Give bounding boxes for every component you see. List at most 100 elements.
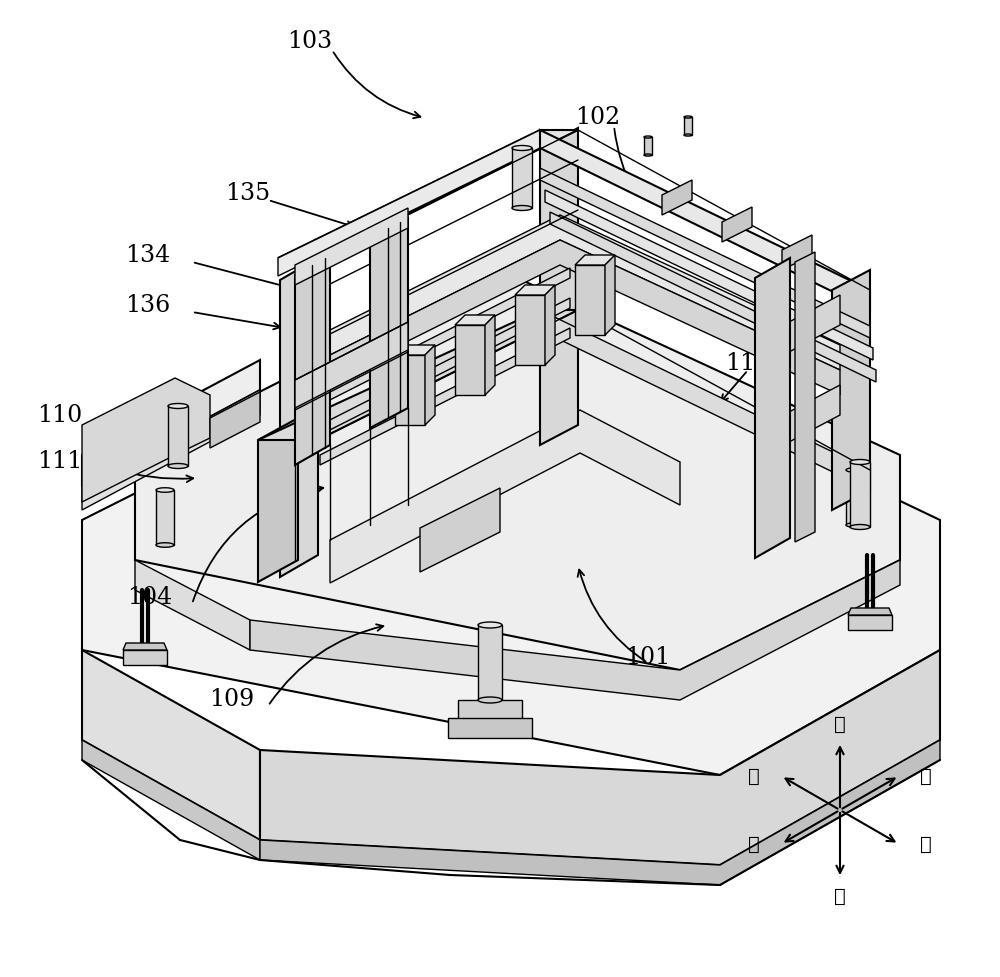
Polygon shape (370, 218, 408, 428)
Polygon shape (540, 130, 870, 310)
Polygon shape (722, 207, 752, 242)
Polygon shape (540, 310, 870, 490)
Polygon shape (515, 285, 555, 295)
Polygon shape (662, 180, 692, 215)
Polygon shape (605, 255, 615, 335)
Polygon shape (846, 470, 864, 525)
Text: 下: 下 (834, 886, 846, 906)
Text: 上: 上 (834, 714, 846, 734)
Ellipse shape (850, 525, 870, 530)
Polygon shape (458, 700, 522, 720)
Polygon shape (755, 295, 840, 370)
Polygon shape (300, 240, 840, 395)
Polygon shape (644, 137, 652, 155)
Text: 109: 109 (209, 689, 255, 711)
Ellipse shape (846, 523, 864, 528)
Polygon shape (755, 258, 790, 558)
Polygon shape (82, 310, 940, 775)
Polygon shape (210, 392, 260, 448)
Polygon shape (684, 117, 692, 135)
Polygon shape (168, 406, 188, 466)
Polygon shape (320, 328, 570, 465)
Polygon shape (82, 650, 260, 840)
Polygon shape (420, 488, 500, 572)
Ellipse shape (644, 136, 652, 138)
Text: 135: 135 (225, 182, 271, 204)
Ellipse shape (846, 468, 864, 472)
Polygon shape (156, 490, 174, 545)
Polygon shape (260, 650, 940, 865)
Ellipse shape (156, 543, 174, 547)
Polygon shape (295, 208, 408, 285)
Text: 后: 后 (748, 834, 760, 854)
Polygon shape (478, 625, 502, 700)
Polygon shape (250, 560, 900, 700)
Polygon shape (320, 298, 570, 435)
Polygon shape (755, 385, 840, 460)
Text: 110: 110 (37, 404, 83, 427)
Polygon shape (540, 168, 870, 338)
Polygon shape (455, 315, 495, 325)
Ellipse shape (850, 459, 870, 464)
Polygon shape (515, 295, 545, 365)
Polygon shape (320, 268, 570, 405)
Polygon shape (300, 215, 840, 370)
Ellipse shape (156, 488, 174, 492)
Text: 右: 右 (748, 767, 760, 786)
Ellipse shape (512, 146, 532, 150)
Polygon shape (550, 212, 876, 382)
Text: 111: 111 (37, 450, 83, 474)
Polygon shape (278, 130, 578, 258)
Polygon shape (330, 410, 680, 583)
Polygon shape (135, 270, 900, 670)
Polygon shape (82, 390, 260, 510)
Ellipse shape (168, 404, 188, 408)
Polygon shape (278, 130, 540, 276)
Polygon shape (295, 255, 330, 465)
Polygon shape (540, 128, 578, 445)
Ellipse shape (644, 154, 652, 156)
Text: 134: 134 (125, 243, 171, 267)
Polygon shape (795, 252, 815, 542)
Polygon shape (575, 255, 615, 265)
Polygon shape (448, 718, 532, 738)
Polygon shape (82, 360, 260, 485)
Polygon shape (123, 643, 167, 650)
Polygon shape (545, 190, 873, 360)
Text: 前: 前 (920, 767, 932, 786)
Polygon shape (545, 285, 555, 365)
Polygon shape (848, 608, 892, 615)
Polygon shape (832, 270, 870, 510)
Text: 103: 103 (287, 30, 333, 54)
Polygon shape (782, 235, 812, 270)
Text: 104: 104 (127, 586, 173, 610)
Polygon shape (455, 325, 485, 395)
Ellipse shape (684, 116, 692, 118)
Polygon shape (295, 322, 408, 408)
Polygon shape (135, 560, 250, 650)
Polygon shape (123, 650, 167, 665)
Polygon shape (575, 265, 605, 335)
Ellipse shape (684, 134, 692, 136)
Text: 136: 136 (125, 293, 171, 317)
Polygon shape (425, 345, 435, 425)
Text: 左: 左 (920, 834, 932, 854)
Polygon shape (258, 310, 578, 440)
Text: 101: 101 (625, 646, 671, 668)
Ellipse shape (478, 622, 502, 628)
Text: 112: 112 (725, 352, 771, 374)
Polygon shape (280, 258, 318, 577)
Ellipse shape (168, 463, 188, 469)
Polygon shape (82, 378, 210, 502)
Polygon shape (485, 315, 495, 395)
Polygon shape (82, 740, 260, 860)
Ellipse shape (512, 205, 532, 210)
Polygon shape (395, 355, 425, 425)
Polygon shape (848, 615, 892, 630)
Polygon shape (260, 740, 940, 885)
Polygon shape (512, 148, 532, 208)
Ellipse shape (478, 697, 502, 703)
Polygon shape (395, 345, 435, 355)
Polygon shape (850, 462, 870, 527)
Polygon shape (258, 418, 298, 582)
